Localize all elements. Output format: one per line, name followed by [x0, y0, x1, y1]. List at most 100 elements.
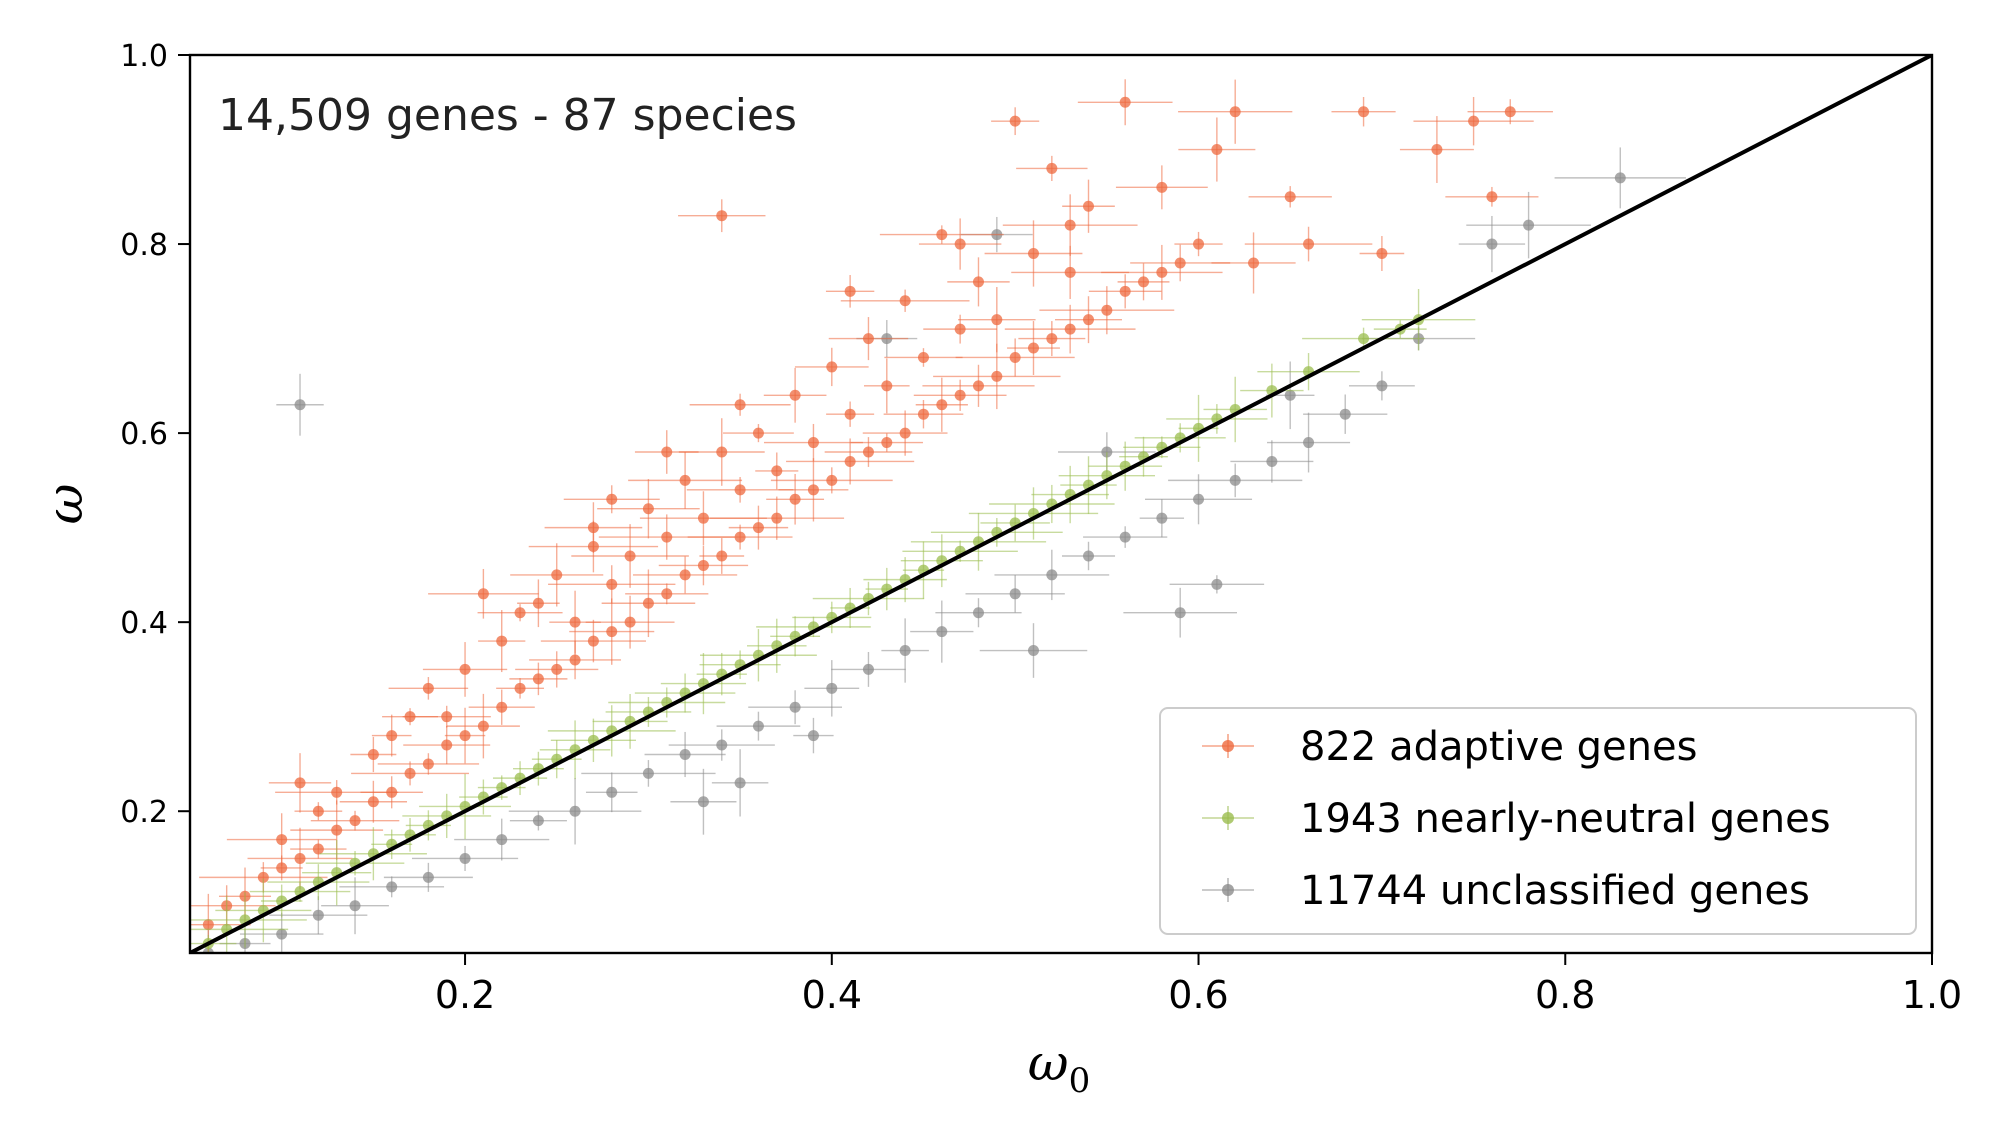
data-point — [276, 373, 324, 436]
data-point — [608, 687, 726, 718]
marker — [587, 522, 599, 534]
data-point — [510, 543, 604, 607]
data-point — [933, 343, 1061, 410]
marker — [496, 701, 508, 713]
marker — [789, 389, 801, 401]
data-point — [321, 877, 389, 935]
marker — [679, 748, 691, 760]
marker — [1083, 200, 1095, 212]
data-point — [1061, 541, 1116, 571]
marker — [991, 314, 1003, 326]
data-point — [863, 358, 910, 414]
y-tick-label: 0.2 — [120, 795, 168, 830]
data-point — [778, 458, 849, 522]
marker — [752, 522, 764, 534]
x-tick-label: 0.8 — [1535, 973, 1595, 1017]
marker — [1101, 446, 1113, 458]
marker — [917, 408, 929, 420]
marker — [1009, 115, 1021, 127]
marker — [404, 767, 416, 779]
data-point — [247, 827, 353, 890]
legend-swatch-marker — [1222, 812, 1234, 824]
marker — [1431, 144, 1443, 156]
data-point — [540, 619, 646, 663]
marker — [1083, 550, 1095, 562]
data-point — [515, 651, 599, 688]
marker — [752, 720, 764, 732]
data-point — [1349, 371, 1415, 401]
marker — [587, 635, 599, 647]
data-point — [477, 604, 563, 622]
marker — [1119, 531, 1131, 543]
marker — [716, 446, 728, 458]
data-point — [689, 393, 791, 416]
marker — [1119, 285, 1131, 297]
marker — [972, 380, 984, 392]
marker — [734, 399, 746, 411]
data-point — [902, 541, 945, 599]
marker — [331, 786, 343, 798]
marker — [862, 446, 874, 458]
marker — [1376, 380, 1388, 392]
data-point — [644, 731, 726, 778]
data-point — [628, 451, 743, 509]
data-point — [1458, 215, 1526, 273]
marker — [276, 862, 288, 874]
data-point — [980, 504, 1050, 542]
data-point — [422, 642, 508, 697]
marker — [1211, 144, 1223, 156]
data-point — [668, 729, 775, 761]
x-axis: 0.2 0.4 0.6 0.8 1.0 — [435, 953, 1962, 1017]
marker — [899, 427, 911, 439]
marker — [1138, 276, 1150, 288]
marker — [899, 295, 911, 307]
marker — [422, 871, 434, 883]
data-point — [294, 802, 343, 821]
data-point — [268, 753, 332, 813]
data-point — [585, 772, 638, 813]
data-point — [660, 652, 747, 715]
x-tick-label: 1.0 — [1902, 973, 1962, 1017]
data-point — [468, 689, 535, 725]
marker — [771, 465, 783, 477]
x-tick-label: 0.6 — [1168, 973, 1228, 1017]
data-point — [1117, 263, 1170, 301]
data-point — [979, 623, 1088, 678]
data-point — [1088, 274, 1162, 309]
data-point — [544, 502, 643, 554]
data-point — [1018, 321, 1086, 357]
marker — [1027, 248, 1039, 260]
legend-swatch-marker — [1222, 884, 1234, 896]
chart-annotation: 14,509 genes - 87 species — [218, 90, 797, 141]
marker — [936, 626, 948, 638]
marker — [734, 484, 746, 496]
data-point — [402, 793, 492, 839]
marker — [257, 871, 269, 883]
marker — [202, 919, 214, 931]
marker — [1174, 607, 1186, 619]
marker — [1284, 389, 1296, 401]
x-tick-label: 0.2 — [435, 973, 495, 1017]
data-point — [1077, 79, 1173, 126]
legend-box — [1159, 707, 1917, 935]
marker — [917, 351, 929, 363]
marker — [1358, 106, 1370, 118]
marker — [954, 323, 966, 335]
marker — [789, 493, 801, 505]
data-point — [755, 452, 799, 490]
data-point — [1169, 575, 1265, 594]
data-point — [339, 780, 408, 823]
marker — [1156, 266, 1168, 278]
data-point — [686, 477, 794, 503]
marker — [1266, 455, 1278, 467]
data-point — [1178, 117, 1256, 182]
data-point — [763, 423, 863, 462]
data-point — [563, 485, 660, 514]
marker — [386, 730, 398, 742]
marker — [386, 881, 398, 893]
data-point — [360, 776, 423, 809]
marker — [936, 229, 948, 241]
data-point — [804, 660, 860, 717]
data-point — [339, 876, 445, 898]
data-point — [508, 777, 642, 845]
